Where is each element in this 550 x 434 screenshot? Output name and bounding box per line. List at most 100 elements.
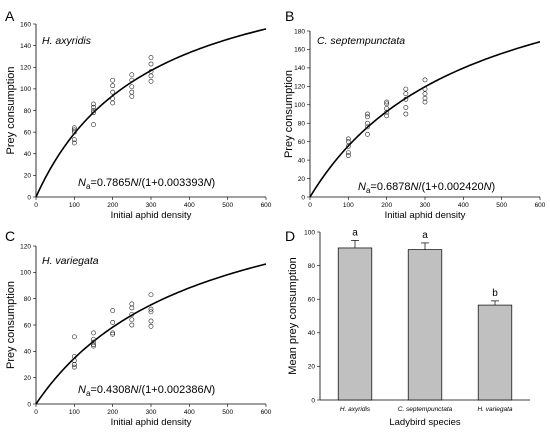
data-point: [148, 55, 154, 60]
data-point: [129, 317, 135, 323]
x-tick-label: 100: [69, 202, 80, 209]
data-point: [110, 330, 116, 336]
eq-part: N: [130, 177, 138, 189]
data-point: [129, 94, 135, 99]
eq-part: a: [86, 389, 91, 398]
eq-part: ): [212, 177, 216, 189]
panel-letter: D: [285, 228, 295, 244]
y-tick-label: 120: [20, 65, 31, 72]
species-label: H. axyridis: [42, 35, 92, 47]
data-point: [384, 113, 390, 119]
y-tick-label: 60: [24, 322, 32, 329]
eq-part: ): [212, 384, 216, 396]
eq-part: /(1+0.002420: [418, 181, 483, 193]
data-point: [148, 323, 154, 329]
data-point: [148, 69, 154, 74]
y-tick-label: 100: [304, 229, 315, 236]
data-point: [71, 140, 77, 146]
y-tick-label: 80: [24, 296, 32, 303]
data-point: [91, 110, 96, 116]
bar: [477, 304, 513, 401]
y-tick-label: 120: [294, 84, 305, 91]
data-point: [365, 114, 370, 120]
y-tick-label: 20: [298, 176, 306, 183]
x-tick-label: 300: [420, 202, 431, 209]
data-point: [365, 111, 370, 117]
y-tick-label: 160: [20, 21, 31, 28]
x-tick-label: 400: [458, 202, 469, 209]
y-tick-label: 20: [308, 364, 316, 371]
data-point: [403, 96, 409, 102]
category-label: H. axyridis: [340, 406, 371, 413]
y-tick-label: 100: [20, 270, 31, 277]
bar: [407, 249, 443, 401]
data-point: [148, 306, 154, 312]
data-point: [71, 334, 77, 340]
bar: [337, 247, 373, 401]
data-point: [91, 337, 96, 342]
data-point: [345, 153, 351, 158]
y-tick-label: 0: [27, 194, 31, 201]
data-point: [129, 322, 135, 328]
data-point: [91, 104, 96, 110]
y-tick-label: 0: [301, 194, 305, 201]
y-tick-label: 100: [20, 86, 31, 93]
y-tick-label: 80: [24, 108, 32, 115]
data-point: [110, 83, 116, 89]
data-point: [148, 318, 154, 324]
data-point: [365, 131, 370, 137]
data-point: [129, 84, 135, 90]
data-point: [148, 61, 154, 67]
x-tick-label: 600: [261, 409, 272, 416]
x-tick-label: 400: [184, 409, 195, 416]
eq-part: N: [78, 384, 86, 396]
y-tick-label: 40: [298, 157, 306, 164]
y-tick-label: 0: [27, 401, 31, 408]
data-point: [422, 99, 428, 105]
y-tick-label: 100: [294, 102, 305, 109]
x-tick-label: 100: [343, 202, 354, 209]
data-point: [91, 108, 96, 113]
x-tick-label: 200: [381, 202, 392, 209]
x-axis-label: Initial aphid density: [111, 210, 192, 221]
y-axis-label: Mean prey consumption: [287, 257, 299, 374]
data-point: [384, 101, 390, 107]
significance-letter: a: [422, 230, 428, 241]
data-point: [110, 319, 116, 325]
eq-part: N: [410, 181, 418, 193]
species-label: H. variegata: [42, 255, 99, 267]
panel-letter: B: [285, 8, 294, 24]
data-point: [403, 105, 409, 110]
y-tick-label: 20: [24, 375, 32, 382]
fitted-curve: [309, 41, 541, 198]
x-tick-label: 500: [496, 202, 507, 209]
y-tick-label: 140: [20, 43, 31, 50]
x-tick-label: 100: [69, 409, 80, 416]
x-tick-label: 300: [146, 409, 157, 416]
category-label: H. variegata: [477, 406, 512, 413]
data-point: [129, 77, 135, 83]
data-point: [148, 78, 154, 84]
y-tick-label: 20: [24, 173, 32, 180]
data-point: [345, 143, 351, 149]
data-point: [71, 354, 77, 359]
x-tick-label: 500: [222, 409, 233, 416]
x-tick-label: 300: [146, 202, 157, 209]
chart-panel-c: C 0 100 200 300 400 500 600 0 20 40 60 80 100 120 Initi…: [5, 228, 272, 428]
data-point: [422, 77, 428, 83]
y-axis-label: Prey consumption: [283, 70, 295, 158]
species-label: C. septempunctata: [317, 35, 405, 47]
data-point: [129, 301, 135, 307]
data-point: [422, 95, 428, 101]
chart-panel-b: B 0 100 200 300 400 500 600 0 20 40 60 80 100 120 140 16…: [283, 8, 546, 221]
data-point: [148, 73, 154, 79]
x-axis-label: Initial aphid density: [111, 417, 192, 428]
panel-letter: C: [5, 228, 15, 244]
fitted-curve: [35, 28, 267, 198]
data-point: [129, 72, 135, 78]
data-point: [365, 124, 370, 130]
x-tick-label: 500: [222, 202, 233, 209]
y-tick-label: 0: [311, 397, 315, 404]
data-point: [403, 86, 409, 92]
data-point: [91, 101, 96, 107]
